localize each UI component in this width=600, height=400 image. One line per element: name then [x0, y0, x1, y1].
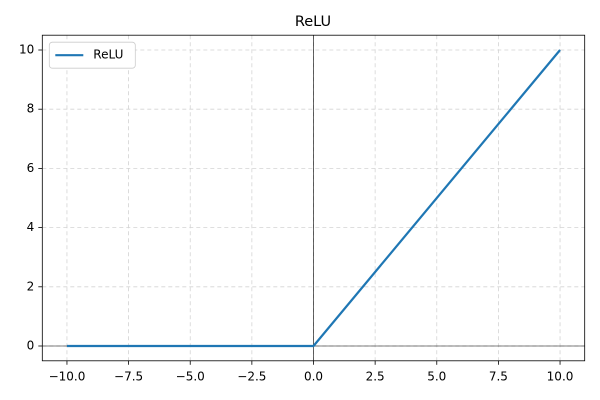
legend-box — [48, 41, 136, 69]
x-tick-label: 2.5 — [366, 369, 385, 383]
legend-label: ReLU — [93, 48, 123, 62]
x-tick-label: 0.0 — [304, 369, 323, 383]
x-tick-label: −10.0 — [49, 369, 86, 383]
x-tick-label: 10.0 — [547, 369, 574, 383]
y-tick-label: 10 — [19, 43, 34, 57]
x-tick-label: 5.0 — [427, 369, 446, 383]
x-tick-label: −5.0 — [176, 369, 205, 383]
x-tick-label: −7.5 — [114, 369, 143, 383]
x-tick-label: −2.5 — [237, 369, 266, 383]
line-series — [66, 49, 561, 348]
chart-title: ReLU — [295, 14, 331, 30]
y-tick-label: 8 — [27, 102, 35, 116]
y-tick-label: 6 — [27, 161, 35, 175]
y-tick-label: 4 — [27, 220, 35, 234]
plot-frame — [41, 34, 586, 362]
y-tick-label: 2 — [27, 279, 35, 293]
x-tick-label: 7.5 — [489, 369, 508, 383]
y-tick-label: 0 — [27, 339, 35, 353]
